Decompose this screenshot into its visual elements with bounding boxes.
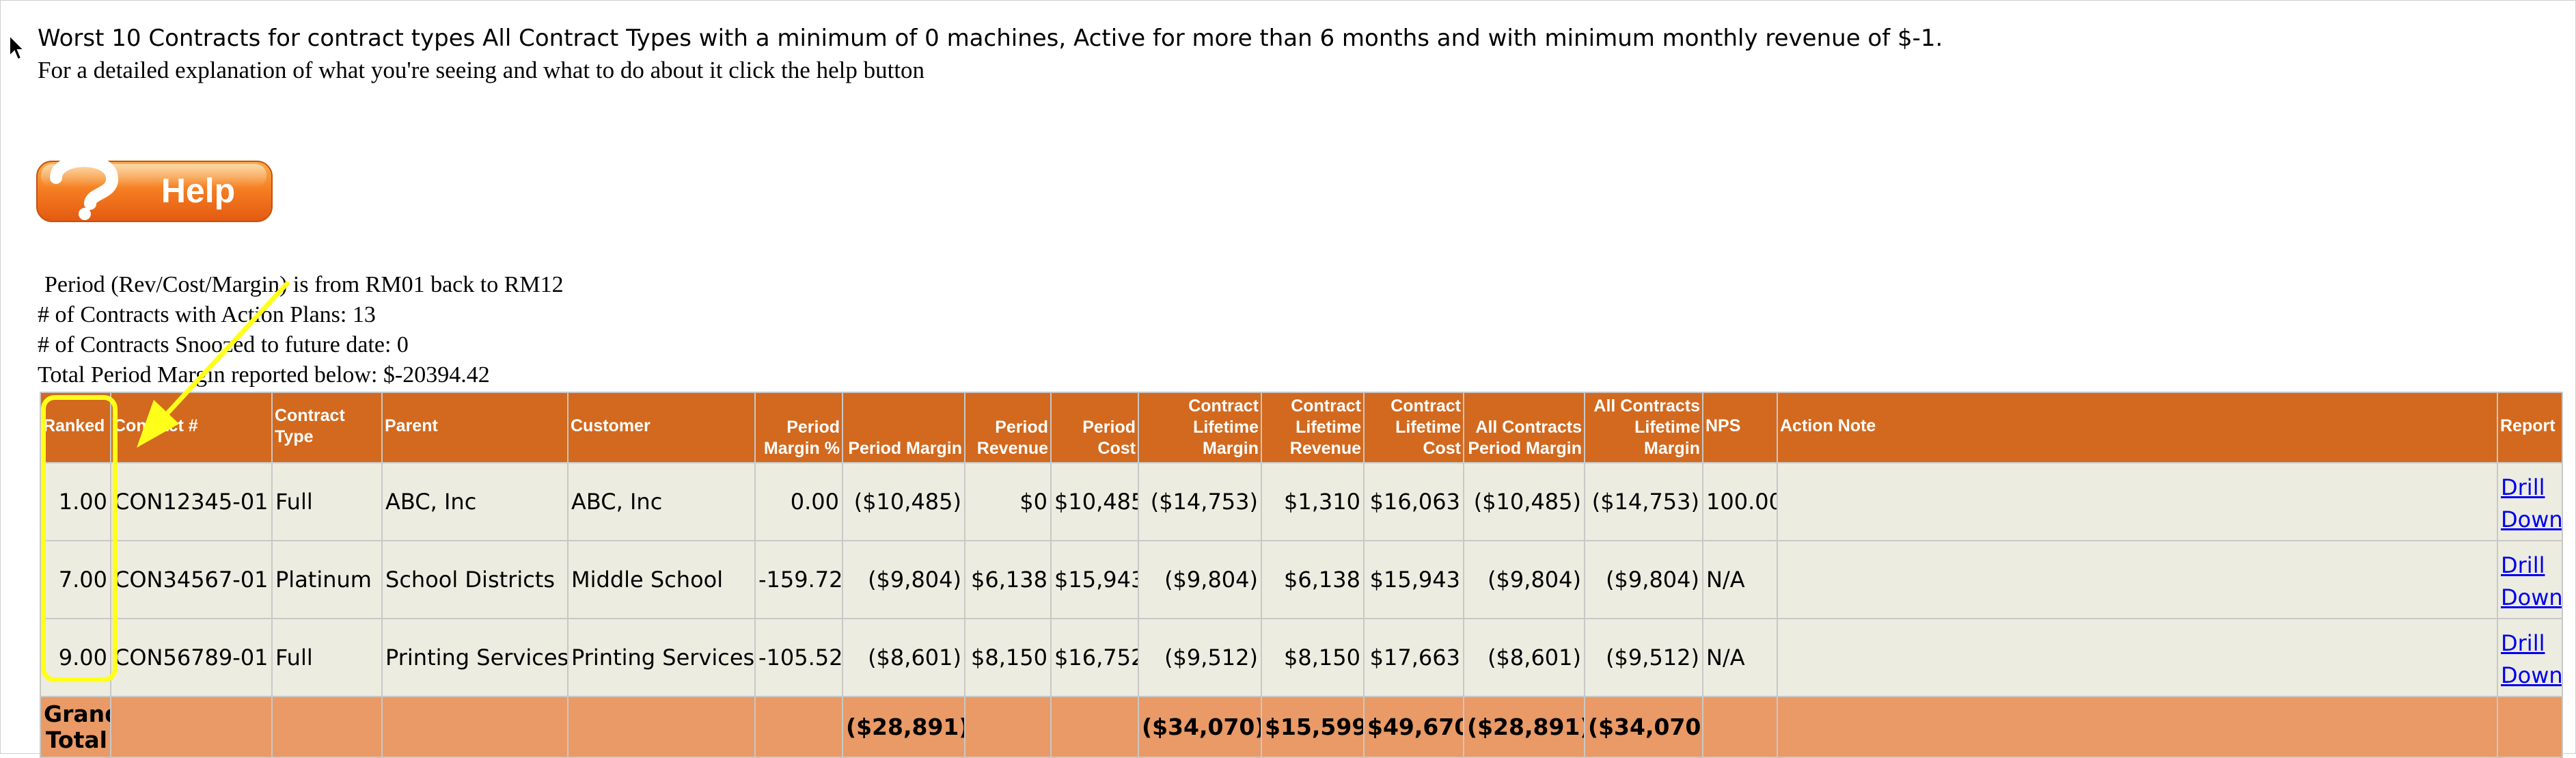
cell-nps: 100.00 [1702, 462, 1778, 541]
drill-down-link[interactable]: Drill Down [2501, 552, 2562, 610]
cell-contract: CON12345-01 [110, 462, 273, 541]
col-contract-type: Contract Type [271, 392, 383, 463]
cell-all-period-margin: ($8,601) [1463, 618, 1585, 697]
cell-period-margin: ($9,804) [842, 540, 965, 619]
cell-period-margin: ($8,601) [842, 618, 965, 697]
col-period-margin: Period Margin [842, 392, 965, 463]
cell-all-period-margin: ($9,804) [1463, 540, 1585, 619]
cell-all-lifetime-margin: ($9,512) [1584, 618, 1703, 697]
report-instructions: For a detailed explanation of what you'r… [38, 57, 925, 83]
drill-down-link[interactable]: Drill Down [2501, 630, 2562, 688]
cell-all-period-margin: ($10,485) [1463, 462, 1585, 541]
total-period-margin-cell: ($28,891) [842, 696, 965, 758]
cell-parent: Printing Services [381, 618, 568, 697]
col-all-period-margin: All Contracts Period Margin [1463, 392, 1585, 463]
total-lifetime-revenue-cell: $15,599 [1261, 696, 1365, 758]
col-all-lifetime-margin: All Contracts Lifetime Margin [1584, 392, 1703, 463]
cell-report: Drill Down [2497, 462, 2563, 541]
cell-contract-type: Platinum [271, 540, 383, 619]
col-contract: Contract # [110, 392, 273, 463]
cell-ranked: 9.00 [40, 618, 111, 697]
report-headline: Worst 10 Contracts for contract types Al… [38, 25, 1943, 52]
total-lifetime-cost-cell: $49,670 [1363, 696, 1464, 758]
cell-period-revenue: $0 [964, 462, 1052, 541]
cell-action-note[interactable] [1777, 618, 2498, 697]
cell-period-cost: $16,752 [1050, 618, 1139, 697]
cell-lifetime-margin: ($14,753) [1138, 462, 1262, 541]
cell-period-cost: $15,943 [1050, 540, 1139, 619]
col-period-margin-pct: Period Margin % [754, 392, 843, 463]
cell-action-note[interactable] [1777, 540, 2498, 619]
cell-ranked: 7.00 [40, 540, 111, 619]
cell-customer: Middle School [567, 540, 756, 619]
cell-lifetime-cost: $17,663 [1363, 618, 1464, 697]
col-customer: Customer [567, 392, 756, 463]
total-all-period-margin-cell: ($28,891) [1463, 696, 1585, 758]
cell-period-revenue: $8,150 [964, 618, 1052, 697]
col-period-cost: Period Cost [1050, 392, 1139, 463]
contracts-table: Ranked Contract # Contract Type Parent C… [40, 392, 2563, 758]
period-info: Period (Rev/Cost/Margin) is from RM01 ba… [44, 272, 564, 297]
cell-all-lifetime-margin: ($9,804) [1584, 540, 1703, 619]
report-stats: Period (Rev/Cost/Margin) is from RM01 ba… [38, 270, 564, 390]
cell-nps: N/A [1702, 618, 1778, 697]
col-parent: Parent [381, 392, 568, 463]
cell-report: Drill Down [2497, 618, 2563, 697]
grand-total-label: Grand Total [40, 696, 111, 758]
grand-total-row: Grand Total ($28,891) ($34,070) $15,599 … [40, 696, 2563, 758]
question-mark-icon [50, 154, 118, 220]
help-button[interactable]: Help [36, 149, 275, 224]
cell-contract-type: Full [271, 618, 383, 697]
cell-action-note[interactable] [1777, 462, 2498, 541]
drill-down-link[interactable]: Drill Down [2501, 474, 2562, 532]
table-row: 7.00 CON34567-01 Platinum School Distric… [40, 540, 2563, 619]
col-report: Report [2497, 392, 2563, 463]
mouse-cursor-icon [9, 34, 26, 61]
cell-lifetime-margin: ($9,804) [1138, 540, 1262, 619]
total-all-lifetime-margin-cell: ($34,070) [1584, 696, 1703, 758]
cell-customer: ABC, Inc [567, 462, 756, 541]
total-period-margin: Total Period Margin reported below: $-20… [38, 362, 490, 388]
col-nps: NPS [1702, 392, 1778, 463]
cell-contract: CON56789-01 [110, 618, 273, 697]
table-row: 1.00 CON12345-01 Full ABC, Inc ABC, Inc … [40, 462, 2563, 541]
col-ranked: Ranked [40, 392, 111, 463]
cell-lifetime-revenue: $8,150 [1261, 618, 1365, 697]
cell-customer: Printing Services [567, 618, 756, 697]
cell-contract-type: Full [271, 462, 383, 541]
col-lifetime-margin: Contract Lifetime Margin [1138, 392, 1262, 463]
cell-contract: CON34567-01 [110, 540, 273, 619]
snoozed-count: # of Contracts Snoozed to future date: 0 [38, 332, 409, 357]
cell-all-lifetime-margin: ($14,753) [1584, 462, 1703, 541]
cell-report: Drill Down [2497, 540, 2563, 619]
cell-period-margin-pct: -159.72 [754, 540, 843, 619]
cell-lifetime-cost: $15,943 [1363, 540, 1464, 619]
cell-period-margin: ($10,485) [842, 462, 965, 541]
cell-parent: School Districts [381, 540, 568, 619]
col-lifetime-cost: Contract Lifetime Cost [1363, 392, 1464, 463]
cell-period-margin-pct: -105.52 [754, 618, 843, 697]
cell-lifetime-revenue: $6,138 [1261, 540, 1365, 619]
action-plans-count: # of Contracts with Action Plans: 13 [38, 302, 376, 327]
table-header-row: Ranked Contract # Contract Type Parent C… [40, 392, 2563, 463]
cell-period-cost: $10,485 [1050, 462, 1139, 541]
cell-lifetime-cost: $16,063 [1363, 462, 1464, 541]
cell-period-revenue: $6,138 [964, 540, 1052, 619]
col-period-revenue: Period Revenue [964, 392, 1052, 463]
cell-period-margin-pct: 0.00 [754, 462, 843, 541]
table-row: 9.00 CON56789-01 Full Printing Services … [40, 618, 2563, 697]
total-lifetime-margin-cell: ($34,070) [1138, 696, 1262, 758]
col-action-note: Action Note [1777, 392, 2498, 463]
cell-lifetime-revenue: $1,310 [1261, 462, 1365, 541]
col-lifetime-revenue: Contract Lifetime Revenue [1261, 392, 1365, 463]
help-button-label: Help [161, 172, 235, 210]
cell-lifetime-margin: ($9,512) [1138, 618, 1262, 697]
cell-parent: ABC, Inc [381, 462, 568, 541]
cell-ranked: 1.00 [40, 462, 111, 541]
cell-nps: N/A [1702, 540, 1778, 619]
